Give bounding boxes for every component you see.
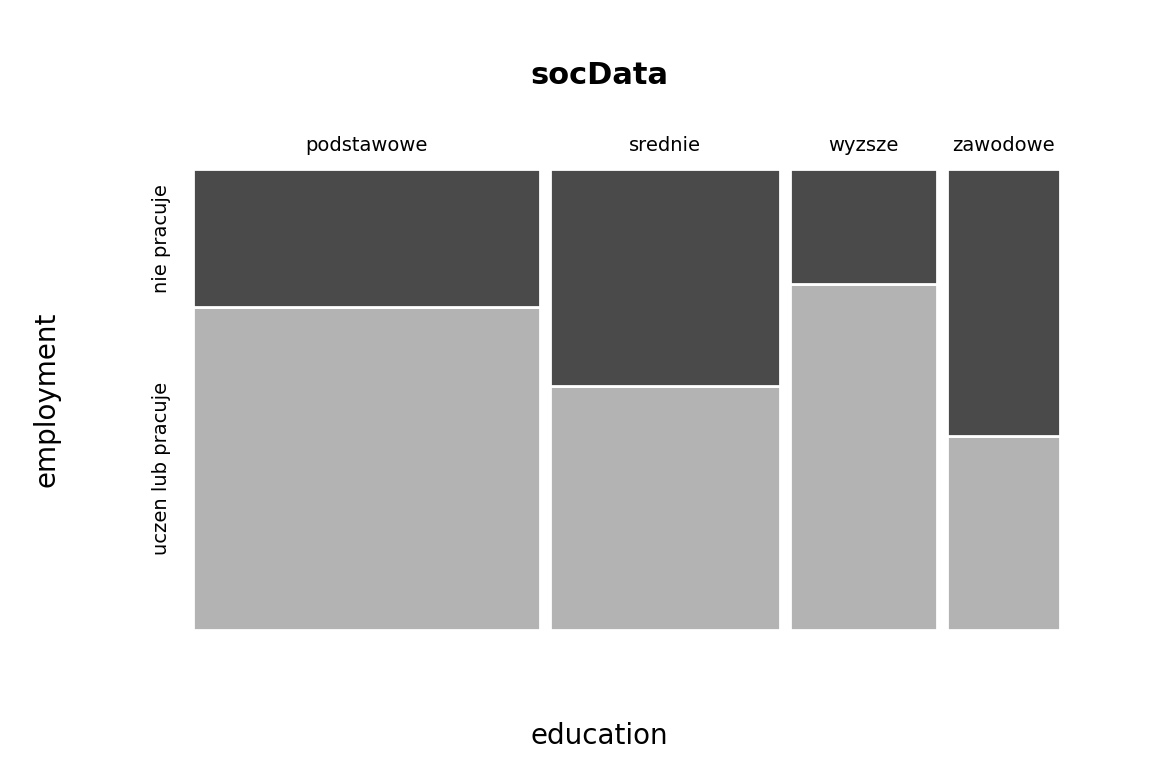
Text: podstawowe: podstawowe [305, 136, 427, 155]
Bar [551, 386, 780, 630]
Text: employment: employment [32, 312, 60, 487]
Bar [551, 169, 780, 386]
Text: education: education [530, 722, 668, 750]
Text: socData: socData [530, 61, 668, 91]
Text: uczen lub pracuje: uczen lub pracuje [152, 382, 172, 555]
Bar [947, 169, 1060, 436]
Bar [790, 169, 937, 284]
Text: nie pracuje: nie pracuje [152, 184, 172, 293]
Bar [947, 436, 1060, 630]
Text: srednie: srednie [629, 136, 702, 155]
Text: wyzsze: wyzsze [828, 136, 899, 155]
Bar [194, 307, 540, 630]
Bar [194, 169, 540, 307]
Text: zawodowe: zawodowe [952, 136, 1055, 155]
Bar [790, 284, 937, 630]
